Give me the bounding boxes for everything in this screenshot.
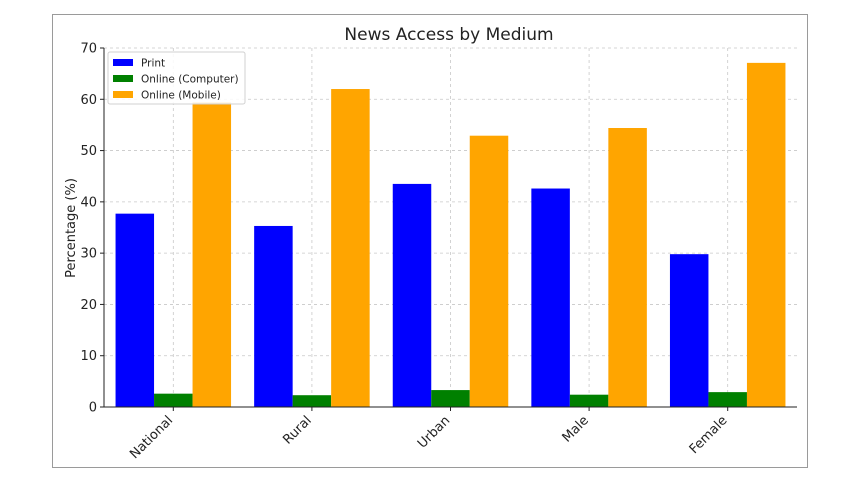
bar-print <box>392 183 432 407</box>
bar-print <box>669 254 709 407</box>
y-tick-label: 0 <box>89 401 97 416</box>
legend-swatch <box>113 91 133 98</box>
y-axis-label: Percentage (%) <box>64 178 79 278</box>
y-tick-label: 30 <box>80 247 97 262</box>
legend: Print Online (Computer) Online (Mobile) <box>107 51 246 105</box>
y-tick-label: 60 <box>80 93 97 108</box>
x-tick-label: National <box>127 413 176 462</box>
legend-label: Online (Computer) <box>141 74 239 86</box>
y-tick-label: 40 <box>80 195 97 210</box>
y-tick-label: 70 <box>80 42 97 57</box>
bar-online-mobile <box>608 128 647 407</box>
legend-box <box>107 51 246 105</box>
x-tick-label: Rural <box>280 413 314 447</box>
bar-online-computer <box>708 392 747 407</box>
legend-swatch <box>113 75 133 82</box>
bar-online-mobile <box>192 102 232 407</box>
bar-print <box>531 188 570 407</box>
chart-title: News Access by Medium <box>344 25 553 45</box>
legend-label: Print <box>141 58 165 70</box>
bar-online-computer <box>431 390 470 407</box>
y-tick-label: 50 <box>80 144 97 159</box>
bar-print <box>115 213 155 407</box>
bar-online-mobile <box>331 89 370 408</box>
bar-online-mobile <box>746 62 786 407</box>
x-tick-label: Urban <box>415 413 453 451</box>
bar-online-mobile <box>469 135 509 407</box>
bar-online-computer <box>569 394 609 407</box>
legend-swatch <box>113 59 133 66</box>
bar-print <box>254 225 293 407</box>
y-tick-label: 20 <box>80 298 97 313</box>
y-tick-label: 10 <box>80 349 97 364</box>
bar-online-computer <box>154 393 193 407</box>
bar-online-computer <box>292 395 332 407</box>
bars <box>115 62 786 408</box>
x-tick-label: Female <box>687 413 731 457</box>
x-tick-label: Male <box>560 413 592 445</box>
legend-label: Online (Mobile) <box>141 90 221 102</box>
